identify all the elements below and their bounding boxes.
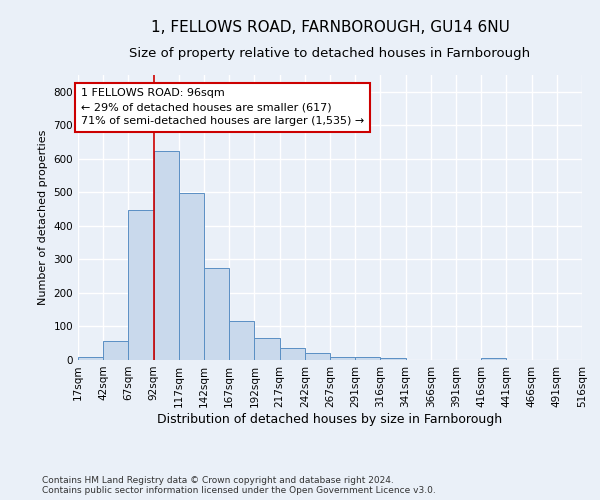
Text: 1 FELLOWS ROAD: 96sqm
← 29% of detached houses are smaller (617)
71% of semi-det: 1 FELLOWS ROAD: 96sqm ← 29% of detached … [81, 88, 364, 126]
Bar [204, 268, 229, 360]
Bar [154, 151, 179, 360]
Bar [330, 356, 355, 360]
Bar [103, 340, 128, 360]
Bar [481, 358, 506, 360]
Bar [128, 210, 154, 360]
Bar [78, 356, 103, 360]
Bar [305, 354, 330, 360]
Text: 1, FELLOWS ROAD, FARNBOROUGH, GU14 6NU: 1, FELLOWS ROAD, FARNBOROUGH, GU14 6NU [151, 20, 509, 35]
Bar [254, 338, 280, 360]
X-axis label: Distribution of detached houses by size in Farnborough: Distribution of detached houses by size … [157, 412, 503, 426]
Bar [280, 348, 305, 360]
Bar [380, 358, 406, 360]
Y-axis label: Number of detached properties: Number of detached properties [38, 130, 48, 305]
Bar [229, 322, 254, 360]
Text: Contains HM Land Registry data © Crown copyright and database right 2024.
Contai: Contains HM Land Registry data © Crown c… [42, 476, 436, 495]
Text: Size of property relative to detached houses in Farnborough: Size of property relative to detached ho… [130, 48, 530, 60]
Bar [355, 358, 380, 360]
Bar [179, 193, 204, 360]
